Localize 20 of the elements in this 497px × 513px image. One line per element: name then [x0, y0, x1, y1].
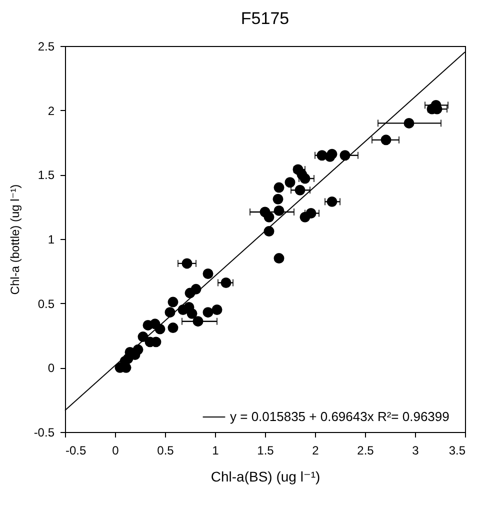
- x-tick-label: 2.5: [357, 444, 374, 458]
- y-tick-label: 0.5: [38, 296, 55, 311]
- y-tick-label: 1.5: [38, 168, 55, 182]
- x-tick-label: 2: [312, 444, 320, 458]
- x-axis-title: Chl-a(BS) (ug l⁻¹): [210, 468, 320, 484]
- y-axis-title: Chl-a (bottle) (ug l⁻¹): [8, 184, 22, 295]
- y-tick-label: -0.5: [34, 426, 55, 440]
- y-tick-label: 2: [48, 104, 55, 118]
- chart-title: F5175: [240, 9, 290, 28]
- x-tick-label: 1: [212, 444, 220, 458]
- y-tick-label: 0: [48, 361, 55, 376]
- legend-label: y = 0.015835 + 0.69643x R²= 0.96399: [230, 409, 450, 424]
- x-tick-label: 0.5: [157, 444, 174, 458]
- x-tick-label: 3: [412, 444, 420, 458]
- y-tick-label: 1: [48, 232, 55, 246]
- y-tick-label: 2.5: [38, 40, 55, 54]
- x-tick-label: 0: [112, 444, 120, 458]
- x-tick-label: 1.5: [257, 444, 274, 458]
- x-tick-label: -0.5: [66, 444, 87, 458]
- x-tick-label: 3.5: [448, 444, 466, 458]
